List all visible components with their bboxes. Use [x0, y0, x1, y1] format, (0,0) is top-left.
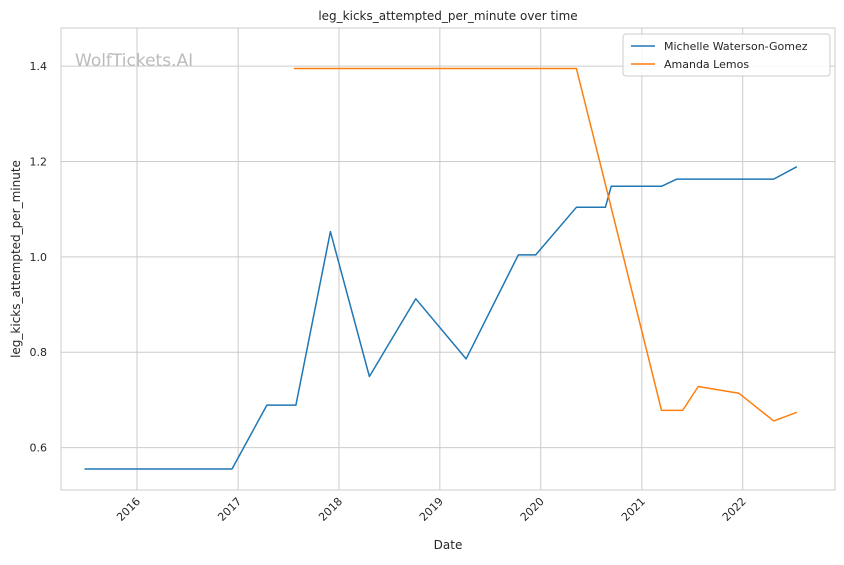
series-line-michelle-waterson-gomez [84, 166, 798, 470]
legend-box [622, 33, 831, 77]
plot-frame [60, 27, 836, 491]
grid [61, 28, 835, 490]
y-axis-label: leg_kicks_attempted_per_minute [9, 160, 23, 358]
y-tick-label: 1.4 [30, 60, 48, 73]
watermark: WolfTickets.AI [75, 51, 193, 71]
plot-area [61, 28, 835, 490]
y-axis-ticks: 0.6 0.8 1.0 1.2 1.4 [30, 60, 48, 454]
legend: Michelle Waterson-Gomez Amanda Lemos [622, 33, 831, 77]
series-line-amanda-lemos [293, 67, 798, 422]
legend-label-amanda: Amanda Lemos [664, 58, 749, 71]
series-layer [84, 67, 798, 470]
y-tick-label: 0.8 [30, 346, 48, 359]
chart-title: leg_kicks_attempted_per_minute over time [318, 9, 577, 23]
y-tick-label: 0.6 [30, 442, 48, 455]
y-tick-label: 1.2 [30, 155, 48, 168]
x-axis-label: Date [434, 538, 463, 552]
y-tick-label: 1.0 [30, 251, 48, 264]
legend-label-michelle: Michelle Waterson-Gomez [664, 40, 808, 53]
